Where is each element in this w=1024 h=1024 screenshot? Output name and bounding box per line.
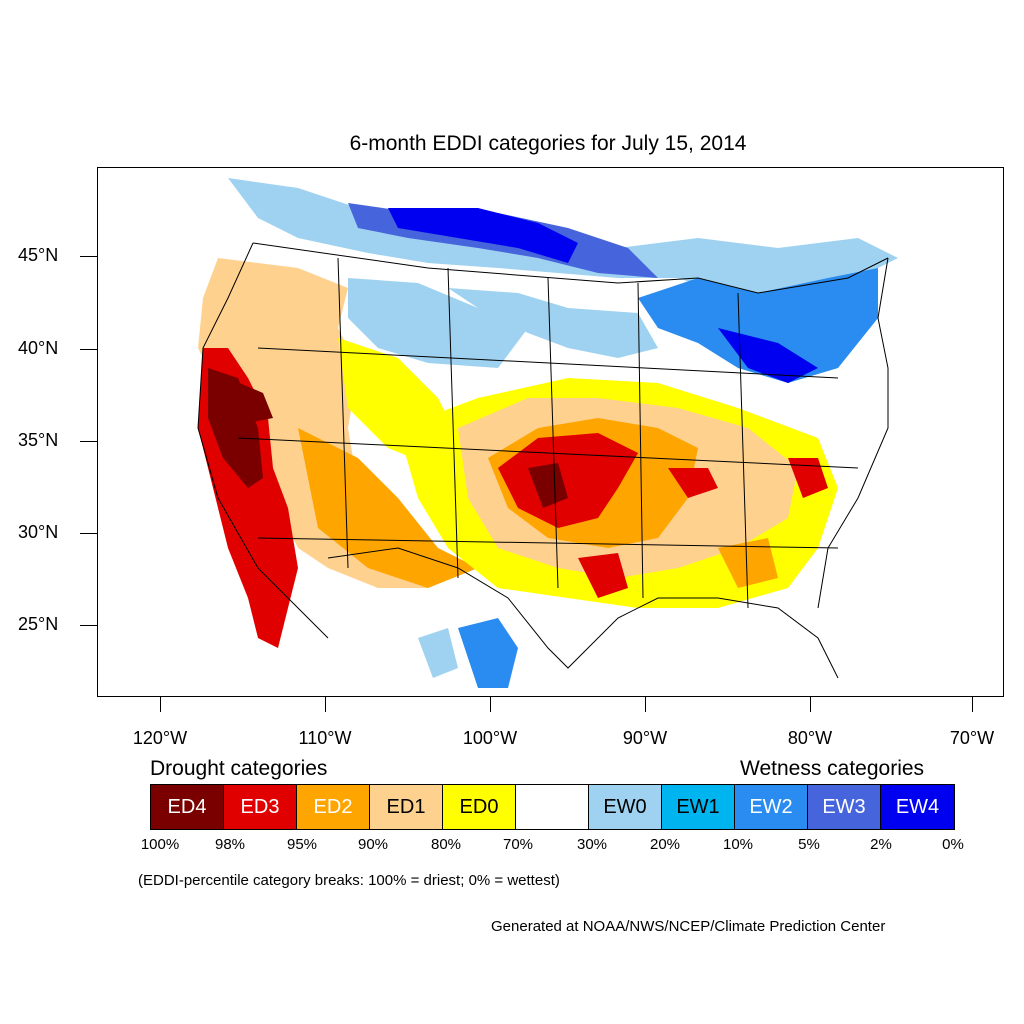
texas-wet-region <box>418 618 518 688</box>
lon-tick-110 <box>325 697 326 712</box>
lat-label-30: 30°N <box>18 522 59 542</box>
lat-tick-25 <box>80 625 97 626</box>
legend-swatch-ew1: EW1 <box>662 785 735 829</box>
legend-swatch-ew2: EW2 <box>735 785 808 829</box>
drought-heading: Drought categories <box>150 757 328 780</box>
legend-label-ed2: ED2 <box>313 795 353 818</box>
map-title: 6-month EDDI categories for July 15, 201… <box>349 132 747 155</box>
legend-label-ed1: ED1 <box>386 795 426 818</box>
break-label-95: 95% <box>286 836 318 853</box>
lat-tick-35 <box>80 441 97 442</box>
lat-tick-30 <box>80 533 97 534</box>
lat-label-45: 45°N <box>18 245 59 265</box>
lat-tick-40 <box>80 349 97 350</box>
legend-label-ew3: EW3 <box>822 795 866 818</box>
break-label-0: 0% <box>942 836 964 853</box>
legend-label-ew2: EW2 <box>749 795 793 818</box>
legend-swatch-ed2: ED2 <box>297 785 370 829</box>
lon-label-110: 110°W <box>298 728 352 748</box>
lon-label-70: 70°W <box>949 728 995 748</box>
break-label-20: 20% <box>649 836 681 853</box>
break-label-10: 10% <box>722 836 754 853</box>
lon-tick-100 <box>490 697 491 712</box>
break-label-100: 100% <box>140 836 180 853</box>
lat-label-35: 35°N <box>18 430 59 450</box>
legend-swatch-ed3: ED3 <box>224 785 297 829</box>
north-wet-region <box>228 178 898 383</box>
break-label-80: 80% <box>430 836 462 853</box>
break-label-90: 90% <box>357 836 389 853</box>
lat-tick-45 <box>80 256 97 257</box>
lon-label-120: 120°W <box>132 728 188 748</box>
lon-tick-120 <box>160 697 161 712</box>
legend-label-ed4: ED4 <box>167 795 207 818</box>
lon-tick-90 <box>645 697 646 712</box>
legend-swatch-ew4: EW4 <box>881 785 954 829</box>
legend-swatch-ed0: ED0 <box>443 785 516 829</box>
break-label-2: 2% <box>870 836 892 853</box>
legend-label-ed3: ED3 <box>240 795 280 818</box>
eddi-map <box>197 178 898 688</box>
legend-swatch-ew0: EW0 <box>589 785 662 829</box>
lon-label-100: 100°W <box>462 728 518 748</box>
lat-label-25: 25°N <box>18 614 59 634</box>
legend-label-ed0: ED0 <box>459 795 499 818</box>
break-label-30: 30% <box>576 836 608 853</box>
break-label-5: 5% <box>798 836 820 853</box>
legend-label-ew0: EW0 <box>603 795 647 818</box>
legend-bar: ED4 ED3 ED2 ED1 ED0 EW0 EW1 EW2 EW3 EW4 <box>150 784 955 830</box>
state-borders <box>197 242 889 679</box>
lon-label-90: 90°W <box>622 728 668 748</box>
lon-label-80: 80°W <box>787 728 833 748</box>
legend-swatch-ed4: ED4 <box>151 785 224 829</box>
map-frame <box>97 167 1004 697</box>
break-note: (EDDI-percentile category breaks: 100% =… <box>138 872 560 889</box>
central-drought-region <box>398 378 838 608</box>
legend-swatch-ed1: ED1 <box>370 785 443 829</box>
break-label-98: 98% <box>214 836 246 853</box>
lat-label-40: 40°N <box>18 338 59 358</box>
lon-tick-80 <box>810 697 811 712</box>
legend-label-ew1: EW1 <box>676 795 720 818</box>
legend-swatch-ew3: EW3 <box>808 785 881 829</box>
wetness-heading: Wetness categories <box>740 757 925 780</box>
legend-label-ew4: EW4 <box>895 795 940 818</box>
break-label-70: 70% <box>502 836 534 853</box>
lon-tick-70 <box>972 697 973 712</box>
legend-swatch-neutral <box>516 785 589 829</box>
credit-text: Generated at NOAA/NWS/NCEP/Climate Predi… <box>491 918 886 935</box>
